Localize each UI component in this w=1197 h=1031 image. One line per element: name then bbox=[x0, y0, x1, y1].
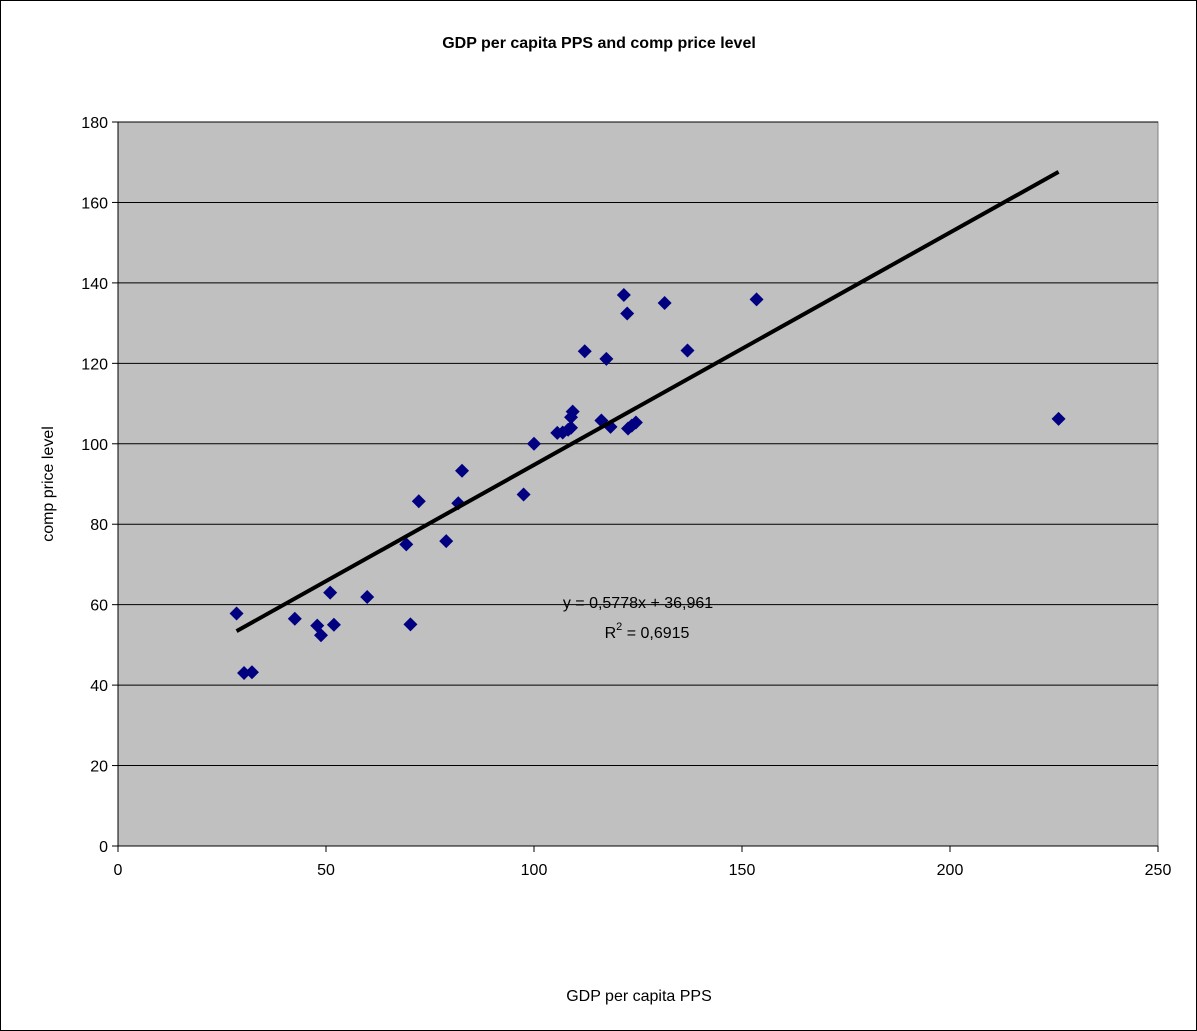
r-squared-prefix: R bbox=[605, 625, 617, 642]
data-point bbox=[527, 436, 541, 451]
data-point bbox=[564, 420, 579, 435]
data-point bbox=[244, 665, 259, 680]
data-point bbox=[399, 537, 414, 552]
data-point bbox=[680, 343, 695, 358]
data-point bbox=[360, 590, 375, 605]
y-axis-ticks: 0 20 40 60 80 100 120 140 160 180 bbox=[81, 115, 118, 856]
chart-title: GDP per capita PPS and comp price level bbox=[442, 35, 756, 52]
data-point bbox=[657, 296, 672, 310]
data-point bbox=[577, 344, 592, 359]
data-point bbox=[326, 617, 341, 632]
y-axis-label: comp price level bbox=[40, 426, 57, 542]
data-point bbox=[229, 606, 244, 621]
data-point bbox=[628, 415, 643, 430]
x-axis-label: GDP per capita PPS bbox=[566, 988, 712, 1005]
r-squared-label: R2 = 0,6915 bbox=[605, 621, 690, 642]
x-tick-label: 200 bbox=[937, 862, 964, 879]
data-point bbox=[403, 617, 418, 632]
data-point bbox=[287, 611, 302, 626]
trendline bbox=[235, 170, 1060, 633]
data-point bbox=[616, 287, 631, 302]
x-tick-label: 100 bbox=[521, 862, 548, 879]
data-point bbox=[1051, 411, 1066, 426]
r-squared-superscript: 2 bbox=[616, 621, 622, 633]
x-tick-label: 250 bbox=[1145, 862, 1172, 879]
axes bbox=[117, 122, 1158, 847]
data-point bbox=[749, 292, 764, 307]
x-axis-ticks: 0 50 100 150 200 250 bbox=[114, 846, 1172, 879]
y-tick-label: 0 bbox=[99, 839, 108, 856]
r-squared-value: = 0,6915 bbox=[622, 625, 689, 642]
trendline-equation: y = 0,5778x + 36,961 bbox=[563, 595, 713, 612]
data-point bbox=[516, 487, 531, 502]
y-tick-label: 60 bbox=[90, 598, 108, 615]
data-point bbox=[439, 534, 454, 549]
y-tick-label: 180 bbox=[81, 115, 108, 132]
gridlines bbox=[118, 121, 1158, 767]
data-points bbox=[229, 287, 1066, 681]
x-tick-label: 150 bbox=[729, 862, 756, 879]
y-tick-label: 120 bbox=[81, 356, 108, 373]
data-point bbox=[411, 494, 426, 509]
data-point bbox=[620, 306, 635, 321]
x-tick-label: 0 bbox=[114, 862, 123, 879]
data-point bbox=[314, 628, 329, 643]
data-point bbox=[237, 666, 252, 681]
data-point bbox=[455, 463, 470, 478]
data-point bbox=[323, 585, 338, 600]
plot-area bbox=[117, 121, 1159, 847]
data-point bbox=[599, 351, 614, 366]
y-tick-label: 140 bbox=[81, 276, 108, 293]
y-tick-label: 20 bbox=[90, 759, 108, 776]
y-tick-label: 100 bbox=[81, 437, 108, 454]
y-tick-label: 40 bbox=[90, 678, 108, 695]
y-tick-label: 160 bbox=[81, 195, 108, 212]
data-point bbox=[565, 404, 580, 419]
x-tick-label: 50 bbox=[317, 862, 335, 879]
y-tick-label: 80 bbox=[90, 517, 108, 534]
